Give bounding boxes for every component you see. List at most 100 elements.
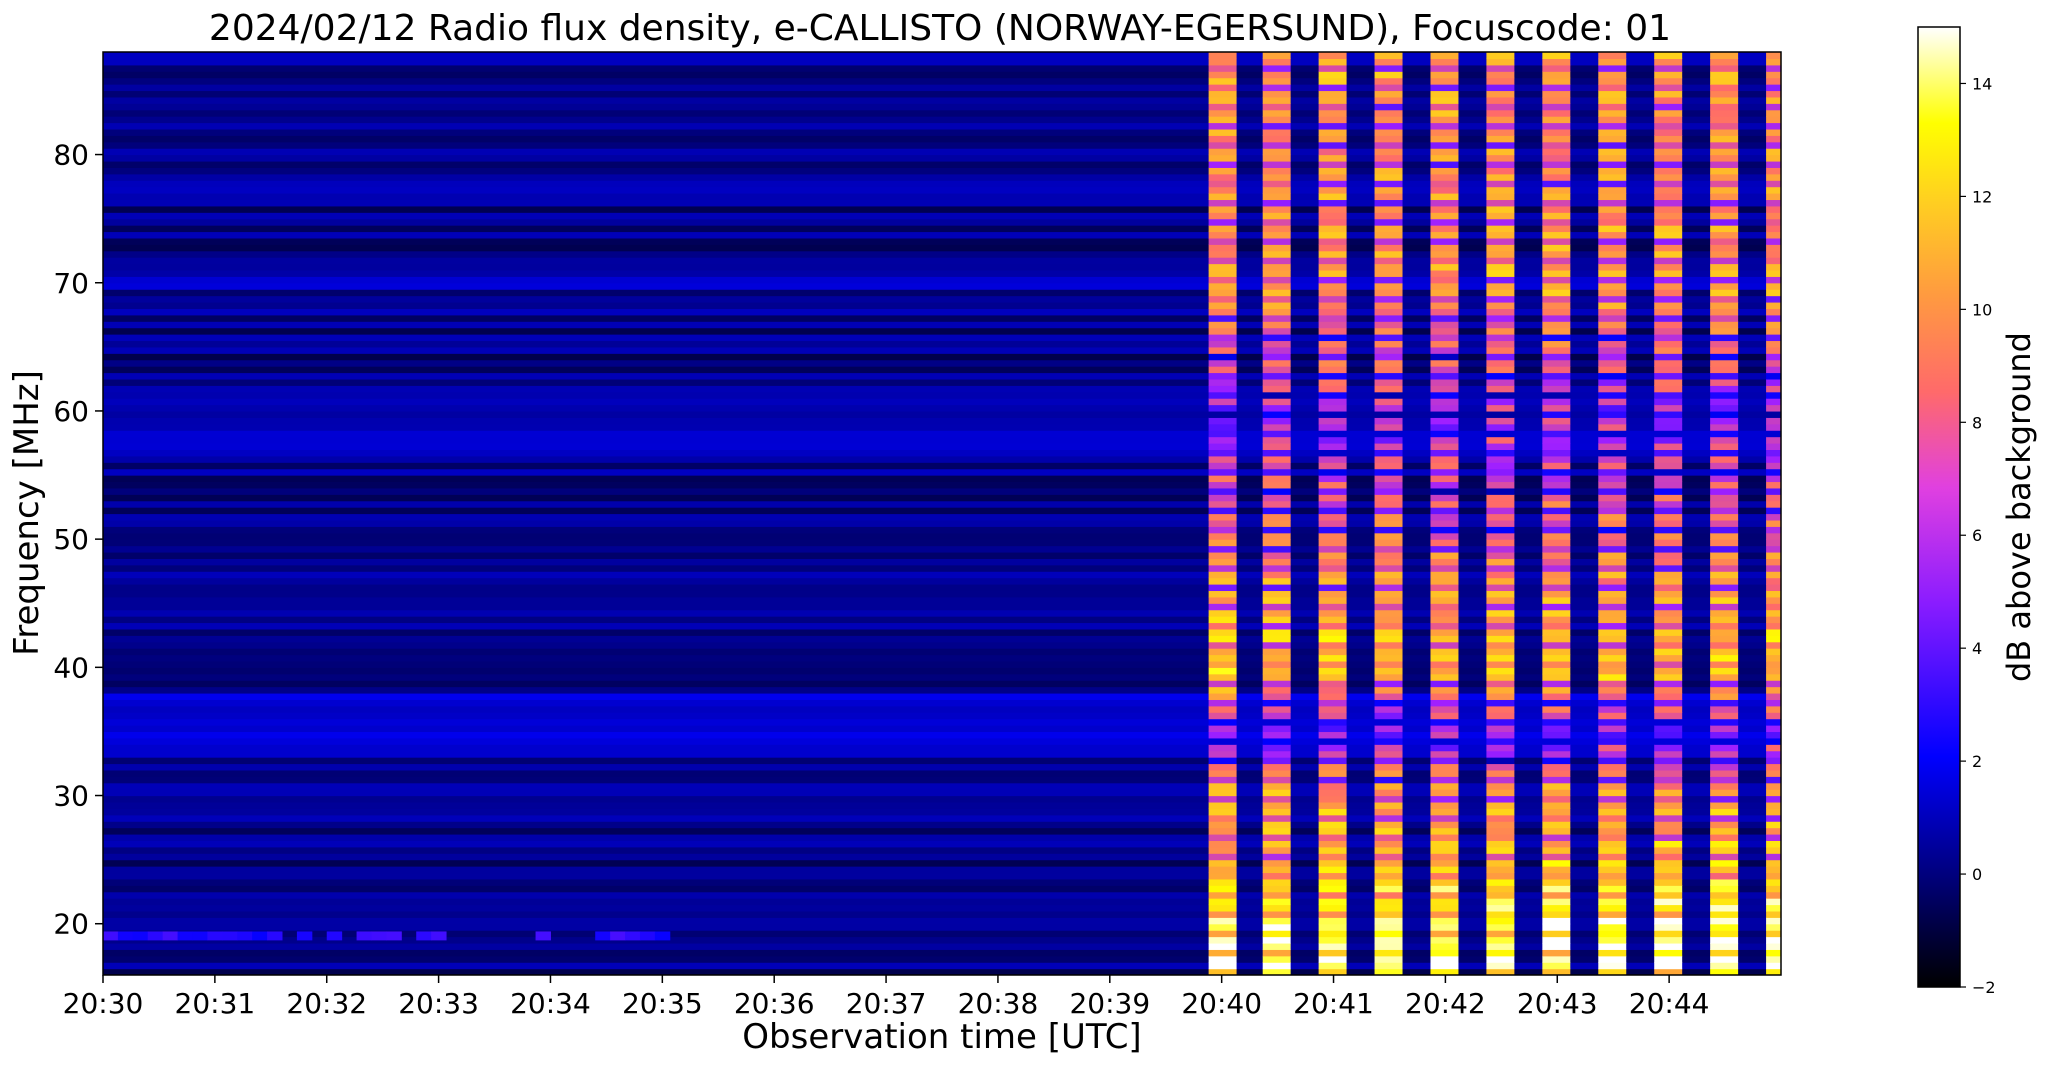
spectrogram-band	[103, 853, 1781, 861]
burst-cell	[1262, 955, 1291, 963]
burst-cell	[1486, 782, 1515, 790]
burst-cell	[1318, 257, 1347, 265]
burst-cell	[1486, 660, 1515, 668]
burst-cell	[1710, 52, 1739, 60]
burst-cell	[1598, 827, 1627, 835]
burst-cell	[1318, 109, 1347, 117]
burst-cell	[1486, 385, 1515, 393]
burst-cell	[1654, 551, 1683, 559]
burst-cell	[1318, 635, 1347, 643]
burst-cell	[1710, 718, 1739, 726]
burst-cell	[1766, 205, 1781, 213]
spectrogram-band	[103, 52, 1781, 60]
interference-segment	[177, 931, 193, 941]
burst-cell	[1710, 263, 1739, 271]
spectrogram-band	[103, 282, 1781, 290]
burst-cell	[1654, 128, 1683, 136]
burst-cell	[1430, 494, 1459, 502]
burst-cell	[1766, 795, 1781, 803]
burst-cell	[1262, 301, 1291, 309]
spectrogram-band	[103, 827, 1781, 835]
burst-cell	[1486, 686, 1515, 694]
spectrogram-band	[103, 96, 1781, 104]
burst-cell	[1374, 385, 1403, 393]
colorbar-tick-label: 2	[1972, 752, 1982, 771]
colorbar-tick-label: 14	[1972, 74, 1992, 93]
chart-title: 2024/02/12 Radio flux density, e-CALLIST…	[209, 8, 1671, 49]
burst-cell	[1318, 276, 1347, 284]
spectrogram-band	[103, 744, 1781, 752]
burst-cell	[1486, 923, 1515, 931]
burst-cell	[1318, 128, 1347, 136]
burst-cell	[1374, 731, 1403, 739]
burst-cell	[1486, 833, 1515, 841]
burst-cell	[1598, 686, 1627, 694]
burst-cell	[1710, 372, 1739, 380]
burst-cell	[1318, 551, 1347, 559]
burst-cell	[1430, 500, 1459, 508]
burst-cell	[1654, 712, 1683, 720]
burst-cell	[1542, 263, 1571, 271]
burst-cell	[1430, 648, 1459, 656]
burst-cell	[1208, 846, 1237, 854]
burst-cell	[1262, 949, 1291, 957]
burst-cell	[1766, 77, 1781, 85]
burst-cell	[1374, 154, 1403, 162]
burst-cell	[1598, 628, 1627, 636]
burst-cell	[1374, 795, 1403, 803]
spectrogram-band	[103, 609, 1781, 617]
interference-segment	[416, 931, 432, 941]
burst-cell	[1710, 936, 1739, 944]
burst-cell	[1598, 808, 1627, 816]
burst-cell	[1430, 160, 1459, 168]
burst-cell	[1262, 660, 1291, 668]
burst-cell	[1486, 545, 1515, 553]
spectrogram-band	[103, 628, 1781, 636]
burst-cell	[1542, 378, 1571, 386]
spectrogram-band	[103, 692, 1781, 700]
burst-cell	[1598, 891, 1627, 899]
burst-cell	[1766, 449, 1781, 457]
burst-cell	[1598, 603, 1627, 611]
burst-cell	[1486, 84, 1515, 92]
burst-cell	[1654, 955, 1683, 963]
burst-cell	[1486, 814, 1515, 822]
burst-cell	[1542, 725, 1571, 733]
burst-cell	[1208, 481, 1237, 489]
burst-cell	[1374, 545, 1403, 553]
burst-cell	[1208, 327, 1237, 335]
x-tick-label: 20:44	[1629, 987, 1710, 1020]
burst-cell	[1486, 904, 1515, 912]
burst-cell	[1262, 532, 1291, 540]
burst-cell	[1542, 372, 1571, 380]
burst-cell	[1262, 436, 1291, 444]
burst-cell	[1766, 968, 1781, 975]
burst-cell	[1262, 468, 1291, 476]
burst-cell	[1654, 353, 1683, 361]
burst-cell	[1542, 423, 1571, 431]
burst-cell	[1710, 128, 1739, 136]
burst-cell	[1598, 641, 1627, 649]
burst-cell	[1262, 218, 1291, 226]
burst-cell	[1542, 64, 1571, 72]
burst-cell	[1598, 872, 1627, 880]
burst-cell	[1318, 692, 1347, 700]
y-tick-label: 60	[53, 395, 89, 428]
burst-cell	[1374, 551, 1403, 559]
spectrogram-band	[103, 801, 1781, 809]
colorbar-gradient	[1917, 26, 1961, 988]
burst-cell	[1654, 494, 1683, 502]
burst-cell	[1374, 699, 1403, 707]
burst-cell	[1318, 289, 1347, 297]
burst-cell	[1654, 725, 1683, 733]
burst-cell	[1208, 641, 1237, 649]
burst-cell	[1710, 513, 1739, 521]
burst-cell	[1542, 718, 1571, 726]
burst-cell	[1598, 205, 1627, 213]
burst-cell	[1598, 52, 1627, 60]
burst-cell	[1710, 135, 1739, 143]
burst-cell	[1766, 494, 1781, 502]
burst-cell	[1542, 821, 1571, 829]
burst-cell	[1318, 391, 1347, 399]
burst-cell	[1766, 141, 1781, 149]
